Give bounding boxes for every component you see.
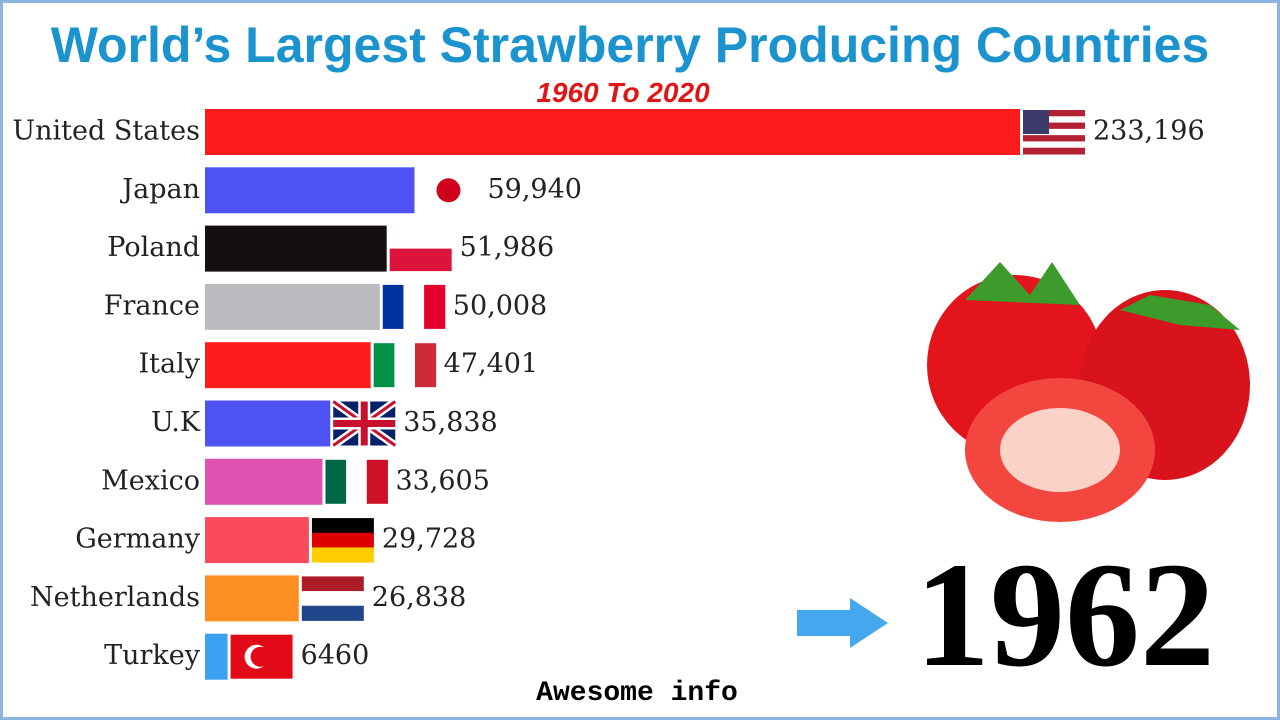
flag-crescent-cut: [250, 646, 271, 667]
value-label: 26,838: [372, 582, 466, 613]
flag-stripe: [1023, 141, 1085, 149]
category-label: Italy: [138, 349, 200, 380]
flag-icon: [417, 168, 480, 213]
flag-icon: [330, 398, 398, 449]
category-label: Turkey: [104, 640, 201, 671]
flag-stripe: [311, 532, 374, 548]
flag-stripe: [389, 248, 452, 272]
flag-stripe: [1023, 122, 1085, 130]
category-label: Netherlands: [30, 582, 200, 613]
bar: [205, 633, 228, 680]
flag-stripe: [1023, 135, 1085, 142]
category-label: Japan: [119, 174, 200, 205]
value-label: 6460: [301, 640, 370, 671]
year-label: 1962: [915, 532, 1215, 698]
bar: [205, 342, 371, 389]
category-label: Mexico: [101, 465, 200, 496]
category-label: Poland: [107, 232, 200, 263]
value-label: 59,940: [487, 174, 581, 205]
flag-stripe: [394, 343, 416, 388]
bar: [205, 400, 331, 447]
flag-icon: [1023, 110, 1085, 155]
flag-stripe: [311, 518, 374, 534]
category-label: U.K: [151, 407, 201, 438]
bar: [205, 225, 387, 272]
bar: [205, 458, 323, 505]
flag-stripe: [301, 591, 364, 607]
flag-stripe: [1023, 110, 1085, 117]
flag-stripe: [301, 576, 364, 592]
flag-icon: [311, 518, 374, 563]
chart-subtitle: 1960 To 2020: [536, 77, 710, 108]
chart-title: World’s Largest Strawberry Producing Cou…: [51, 17, 1210, 73]
year-arrow: [797, 598, 888, 648]
category-label: United States: [12, 116, 200, 147]
bar: [205, 575, 299, 622]
flag-stripe: [414, 343, 437, 388]
category-label: Germany: [75, 524, 201, 555]
flag-stripe: [346, 459, 368, 504]
bar: [205, 517, 309, 564]
bar: [205, 109, 1020, 155]
value-label: 47,401: [444, 349, 538, 380]
flag-dot: [436, 178, 461, 203]
flag-cross: [333, 401, 396, 446]
bar: [205, 283, 380, 330]
flag-stripe: [325, 459, 347, 504]
flag-icon: [301, 576, 364, 621]
flag-canton: [1023, 110, 1049, 134]
footer: Awesome info: [536, 678, 738, 709]
flag-stripe: [1023, 147, 1085, 155]
flag-stripe: [301, 605, 364, 621]
value-label: 233,196: [1093, 116, 1205, 147]
flag-stripe: [403, 284, 425, 329]
flag-stripe: [311, 547, 374, 563]
flag-stripe: [424, 284, 446, 329]
flag-icon: [373, 343, 437, 388]
category-label: France: [104, 290, 200, 321]
flag-icon: [325, 459, 388, 504]
flag-stripe: [382, 284, 404, 329]
flag-stripe: [1023, 128, 1085, 136]
flag-stripe: [1023, 116, 1085, 124]
flag-stripe: [373, 343, 395, 388]
value-label: 33,605: [395, 465, 489, 496]
strawberry-illustration: [927, 262, 1250, 522]
flag-icon: [389, 226, 452, 272]
value-label: 29,728: [382, 524, 476, 555]
value-label: 51,986: [460, 232, 554, 263]
flag-icon: [382, 284, 446, 329]
bar: [205, 167, 415, 214]
value-label: 50,008: [453, 290, 547, 321]
flag-stripe: [389, 226, 452, 250]
flag-stripe: [366, 459, 388, 504]
flag-icon: [230, 634, 293, 679]
value-label: 35,838: [403, 407, 497, 438]
